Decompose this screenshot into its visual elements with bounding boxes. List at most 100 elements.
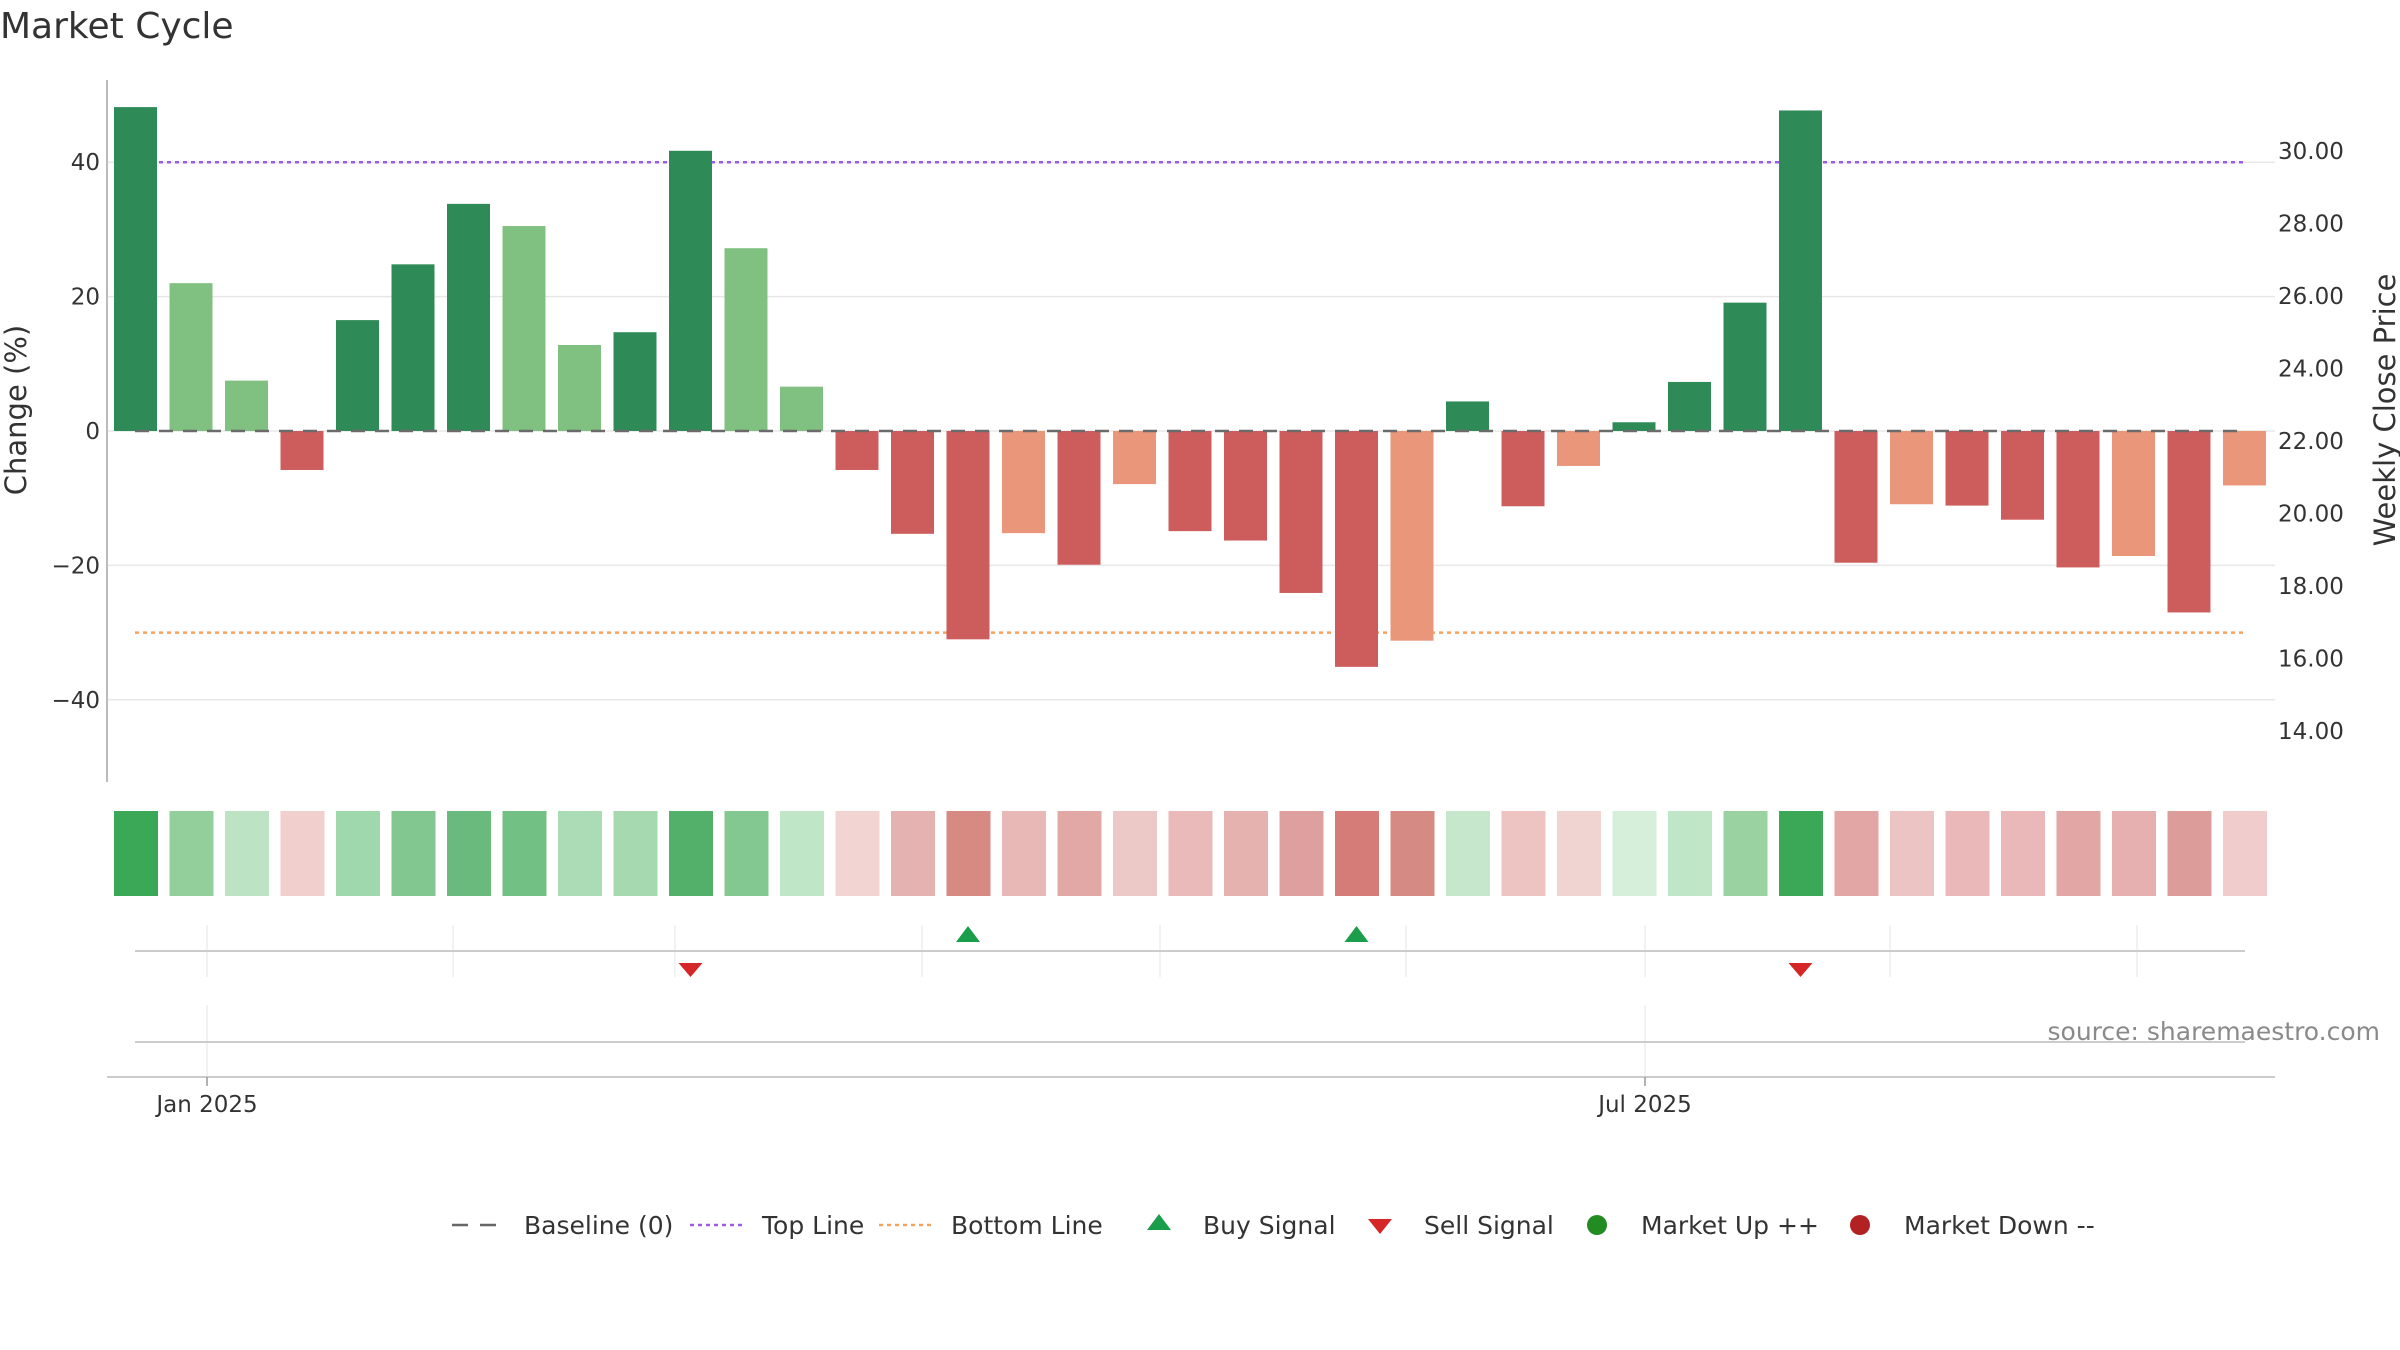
heat-cell <box>114 811 158 896</box>
sell-signal-marker <box>1788 963 1813 977</box>
heat-cell <box>280 811 325 896</box>
heat-cell <box>391 811 436 896</box>
bar <box>1335 431 1378 667</box>
heat-cell <box>2056 811 2101 896</box>
signal-panel <box>135 925 2245 977</box>
y-axis-ticks: 40 20 0 −20 −40 <box>51 150 100 714</box>
heat-cell <box>1224 811 1268 896</box>
heat-cell <box>1668 811 1712 896</box>
legend-label: Buy Signal <box>1203 1211 1336 1240</box>
buy-signal-marker <box>956 926 980 942</box>
bar <box>2112 431 2155 556</box>
legend-label: Baseline (0) <box>524 1211 673 1240</box>
heat-cell <box>1279 811 1324 896</box>
y-tick-label: 0 <box>85 419 100 445</box>
y-tick-label: 20 <box>71 285 100 311</box>
legend-item: Market Up ++ <box>1587 1211 1819 1240</box>
bar <box>1890 431 1933 505</box>
y2-tick-label: 28.00 <box>2278 212 2344 238</box>
bar <box>1612 422 1656 431</box>
legend-label: Bottom Line <box>951 1211 1103 1240</box>
legend-label: Top Line <box>761 1211 864 1240</box>
heat-cell <box>1002 811 1046 896</box>
legend-label: Market Up ++ <box>1641 1211 1819 1240</box>
heat-cell <box>1557 811 1601 896</box>
heat-cell <box>1390 811 1435 896</box>
bar <box>1279 431 1323 593</box>
bar <box>447 203 490 431</box>
y2-axis-ticks: 30.00 28.00 26.00 24.00 22.00 20.00 18.00 16.00… <box>2278 139 2344 745</box>
legend-item: Sell Signal <box>1368 1211 1554 1240</box>
y-axis-label: Change (%) <box>0 325 33 495</box>
y-tick-label: −40 <box>51 688 100 714</box>
buy-signal-icon <box>1147 1214 1171 1230</box>
heat-cell <box>613 811 658 896</box>
x-axis-ticks: Jan 2025 Jul 2025 <box>154 1077 1692 1118</box>
bar <box>946 431 990 640</box>
heat-cell <box>1446 811 1490 896</box>
y-tick-label: 40 <box>71 150 100 176</box>
heat-cell <box>780 811 824 896</box>
legend-item: Top Line <box>690 1211 864 1240</box>
legend-item: Baseline (0) <box>452 1211 673 1240</box>
legend: Baseline (0) Top Line Bottom Line Buy Signa… <box>452 1211 2095 1240</box>
bar <box>225 380 268 431</box>
heat-cell <box>169 811 214 896</box>
heat-cell <box>1779 811 1823 896</box>
heat-cell <box>558 811 602 896</box>
y-tick-label: −20 <box>51 553 100 579</box>
bar <box>1668 381 1711 431</box>
bar <box>1446 401 1489 431</box>
sell-signal-marker <box>678 963 703 977</box>
bar <box>724 248 768 431</box>
x-tick-label: Jul 2025 <box>1596 1092 1692 1118</box>
heat-cell <box>1501 811 1546 896</box>
heat-cell <box>946 811 991 896</box>
bar <box>669 150 712 431</box>
heat-cell <box>2167 811 2212 896</box>
y2-tick-label: 16.00 <box>2278 647 2344 673</box>
y2-tick-label: 30.00 <box>2278 139 2344 165</box>
y2-tick-label: 14.00 <box>2278 719 2344 745</box>
bar <box>1501 431 1545 507</box>
bar <box>114 107 157 431</box>
heat-cell <box>2112 811 2156 896</box>
bar <box>613 332 657 431</box>
heat-cell <box>1057 811 1102 896</box>
bar <box>2167 431 2211 613</box>
heat-cell <box>1890 811 1934 896</box>
bar <box>2056 431 2100 568</box>
heat-cell <box>502 811 547 896</box>
legend-item: Market Down -- <box>1850 1211 2095 1240</box>
bar <box>2223 431 2266 486</box>
y2-tick-label: 20.00 <box>2278 502 2344 528</box>
heat-cell <box>1113 811 1157 896</box>
bar <box>835 431 879 470</box>
bar <box>502 226 546 431</box>
heat-cell <box>1612 811 1657 896</box>
bar <box>1113 431 1156 485</box>
heat-strip <box>114 811 2267 896</box>
bar <box>2001 431 2044 520</box>
y2-axis-label: Weekly Close Price <box>2368 274 2400 547</box>
bar <box>1390 431 1434 641</box>
legend-label: Market Down -- <box>1904 1211 2095 1240</box>
heat-cell <box>336 811 380 896</box>
bar <box>780 386 823 431</box>
chart-title: Market Cycle <box>0 6 234 47</box>
bar <box>558 344 601 431</box>
heat-cell <box>225 811 269 896</box>
legend-label: Sell Signal <box>1424 1211 1554 1240</box>
bar <box>1168 431 1212 532</box>
bar <box>1834 431 1878 563</box>
heat-cell <box>724 811 769 896</box>
legend-item: Buy Signal <box>1147 1211 1336 1240</box>
heat-cell <box>1723 811 1768 896</box>
bar <box>280 431 324 470</box>
heat-cell <box>1945 811 1990 896</box>
heat-cell <box>669 811 713 896</box>
y2-tick-label: 18.00 <box>2278 574 2344 600</box>
heat-cell <box>1168 811 1213 896</box>
bar <box>1723 302 1767 431</box>
bar <box>1224 431 1267 541</box>
